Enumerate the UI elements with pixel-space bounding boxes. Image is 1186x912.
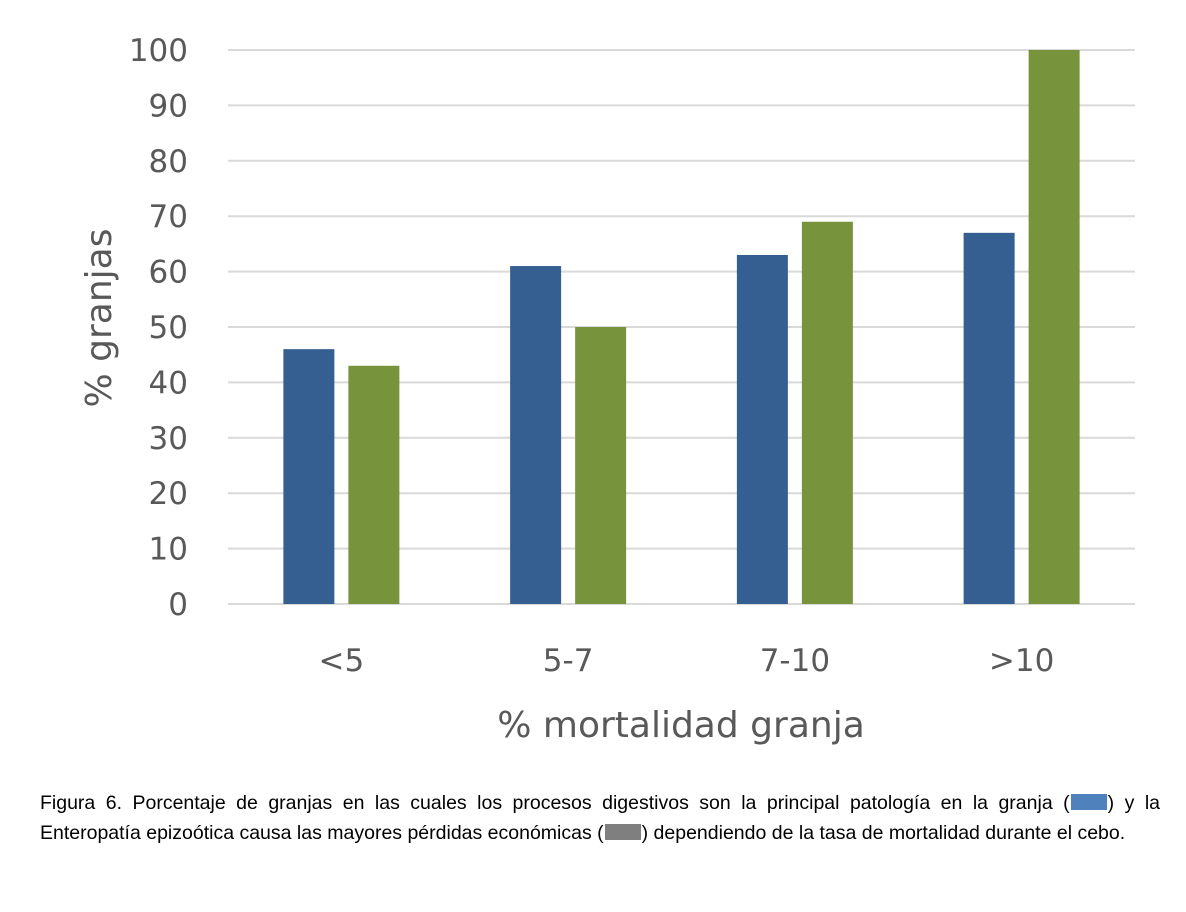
x-tick-label: 5-7 xyxy=(543,643,594,679)
y-tick-label: 100 xyxy=(129,33,188,69)
bar xyxy=(801,221,853,605)
bar xyxy=(736,254,788,605)
bar xyxy=(1028,50,1080,604)
legend-swatch-gray xyxy=(604,824,641,840)
bar xyxy=(283,349,335,604)
x-tick-label: >10 xyxy=(989,643,1054,679)
y-tick-label: 60 xyxy=(149,255,188,291)
y-tick-label: 0 xyxy=(168,587,188,623)
bars xyxy=(283,50,1080,605)
y-tick-label: 50 xyxy=(149,310,188,346)
y-tick-label: 80 xyxy=(149,144,188,180)
y-tick-label: 70 xyxy=(149,199,188,235)
bar-chart: 0 10 20 30 40 50 60 70 80 90 100 <5 5-7 7-10 >10 % mo… xyxy=(79,33,1135,746)
x-axis-title: % mortalidad granja xyxy=(497,705,865,746)
bar xyxy=(348,365,400,604)
caption-text-2: ) y la Enteropatía epizoótica causa las … xyxy=(40,792,1160,844)
x-tick-label: <5 xyxy=(319,643,365,679)
legend-swatch-blue xyxy=(1070,794,1107,810)
y-axis-title: % granjas xyxy=(79,229,120,408)
bar xyxy=(510,266,562,604)
y-tick-label: 90 xyxy=(149,88,188,124)
figure-caption: Figura 6. Porcentaje de granjas en las c… xyxy=(40,788,1160,848)
y-tick-label: 40 xyxy=(149,365,188,401)
x-tick-label: 7-10 xyxy=(760,643,830,679)
y-tick-label: 30 xyxy=(149,421,188,457)
y-tick-label: 10 xyxy=(149,532,188,568)
y-tick-labels: 0 10 20 30 40 50 60 70 80 90 100 xyxy=(129,33,188,623)
caption-text-1: Figura 6. Porcentaje de granjas en las c… xyxy=(40,792,1070,814)
caption-text-3: ) dependiendo de la tasa de mortalidad d… xyxy=(641,822,1126,844)
x-tick-labels: <5 5-7 7-10 >10 xyxy=(319,643,1055,679)
bar xyxy=(575,327,627,604)
y-tick-label: 20 xyxy=(149,476,188,512)
bar xyxy=(963,232,1015,604)
